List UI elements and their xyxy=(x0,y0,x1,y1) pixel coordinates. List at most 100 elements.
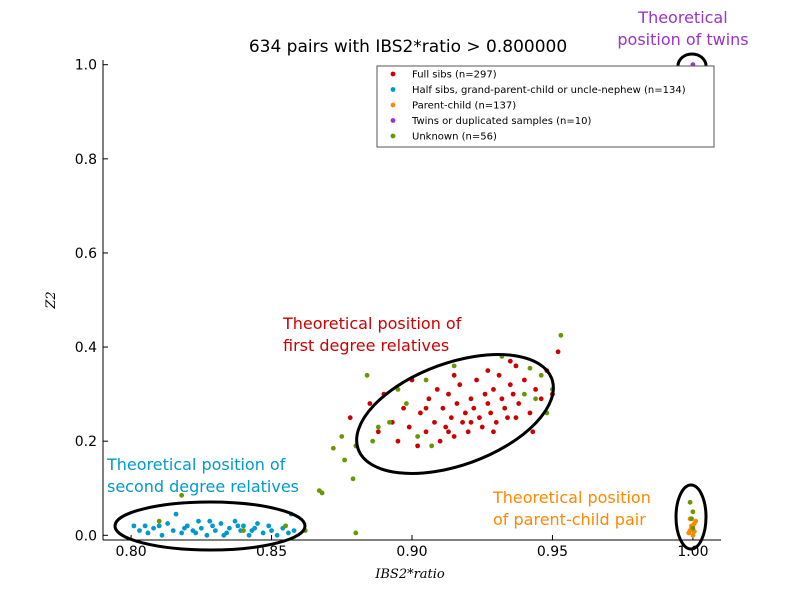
data-point xyxy=(521,391,527,397)
data-point xyxy=(235,523,241,529)
series-0 xyxy=(347,349,561,449)
data-point xyxy=(151,525,156,531)
data-point xyxy=(342,457,347,463)
ellipse-second-degree xyxy=(113,500,307,552)
data-point xyxy=(516,401,522,406)
data-point xyxy=(286,530,291,536)
data-point xyxy=(423,429,429,435)
data-point xyxy=(375,424,381,430)
data-point xyxy=(401,405,406,411)
data-point xyxy=(468,396,474,402)
data-point xyxy=(415,434,421,439)
data-point xyxy=(482,391,488,397)
data-point xyxy=(395,438,401,444)
data-point xyxy=(319,490,325,496)
x-tick-label: 0.90 xyxy=(396,544,427,560)
data-point xyxy=(533,387,538,392)
legend-label: Twins or duplicated samples (n=10) xyxy=(411,116,591,127)
data-point xyxy=(527,365,533,371)
data-point xyxy=(462,410,468,416)
data-point xyxy=(423,405,429,411)
data-point xyxy=(558,332,564,338)
data-point xyxy=(283,523,288,529)
data-point xyxy=(196,518,201,524)
data-point xyxy=(451,434,457,439)
y-tick-label: 0.2 xyxy=(75,434,97,450)
data-point xyxy=(375,429,381,435)
data-point xyxy=(249,528,255,533)
chart-title-text: 634 pairs with IBS2*ratio > 0.800000 xyxy=(249,37,567,57)
data-point xyxy=(440,405,446,411)
data-point xyxy=(446,429,451,435)
series-4 xyxy=(156,332,696,536)
data-point xyxy=(465,429,471,435)
data-point xyxy=(510,391,516,397)
data-point xyxy=(170,528,176,533)
data-point xyxy=(339,434,345,439)
x-axis-label: IBS2*ratio xyxy=(374,567,445,582)
data-point xyxy=(207,518,213,524)
y-axis-ticks: 0.0 0.2 0.4 0.6 0.8 1.0 xyxy=(75,58,108,544)
data-point xyxy=(406,424,412,430)
annotation-line: Theoretical position xyxy=(492,488,651,507)
annotation-line: of parent-child pair xyxy=(493,510,646,529)
data-point xyxy=(241,523,246,529)
data-point xyxy=(446,391,451,397)
data-point xyxy=(165,521,171,526)
data-point xyxy=(477,415,482,421)
data-point xyxy=(353,530,359,536)
data-point xyxy=(521,377,527,383)
data-point xyxy=(507,358,513,364)
legend-label: Parent-child (n=137) xyxy=(412,101,516,112)
annotation-1: Theoretical position of first degree rela… xyxy=(282,314,462,355)
annotation-line: position of twins xyxy=(617,30,748,49)
data-point xyxy=(426,396,432,402)
data-point xyxy=(690,532,696,538)
legend-marker xyxy=(390,118,396,123)
data-point xyxy=(468,419,474,425)
data-point xyxy=(142,523,148,529)
y-tick-label: 0.0 xyxy=(75,528,97,544)
data-point xyxy=(434,387,440,392)
x-tick-label: 0.80 xyxy=(116,544,147,560)
legend-label: Unknown (n=56) xyxy=(412,132,497,143)
data-point xyxy=(364,372,370,378)
data-point xyxy=(538,396,544,402)
data-point xyxy=(451,363,457,369)
data-point xyxy=(232,518,238,524)
data-point xyxy=(221,532,227,538)
data-point xyxy=(454,401,460,406)
x-tick-label: 0.85 xyxy=(256,544,287,560)
data-point xyxy=(443,424,449,430)
annotation-0: Theoretical position of twins xyxy=(617,8,748,49)
data-points xyxy=(131,62,699,538)
annotation-line: second degree relatives xyxy=(107,477,299,496)
data-point xyxy=(432,419,437,425)
data-point xyxy=(485,401,491,406)
legend-marker xyxy=(390,87,396,92)
data-point xyxy=(451,372,457,378)
data-point xyxy=(496,372,502,378)
data-point xyxy=(474,377,480,383)
data-point xyxy=(423,377,429,383)
data-point xyxy=(690,525,696,531)
data-point xyxy=(156,523,162,529)
data-point xyxy=(395,387,401,392)
legend: Full sibs (n=297) Half sibs, grand-parent… xyxy=(376,65,715,148)
data-point xyxy=(479,424,485,430)
data-point xyxy=(210,523,215,529)
data-point xyxy=(513,363,519,369)
data-point xyxy=(457,382,463,388)
legend-marker xyxy=(390,71,396,77)
data-point xyxy=(370,438,376,444)
data-point xyxy=(499,396,505,402)
data-point xyxy=(387,419,392,425)
ellipse-first-degree xyxy=(355,353,555,475)
data-point xyxy=(690,509,696,515)
data-point xyxy=(204,532,210,538)
data-point xyxy=(255,521,260,526)
data-point xyxy=(491,429,496,435)
annotation-line: Theoretical position of xyxy=(282,314,462,333)
data-point xyxy=(460,419,465,425)
